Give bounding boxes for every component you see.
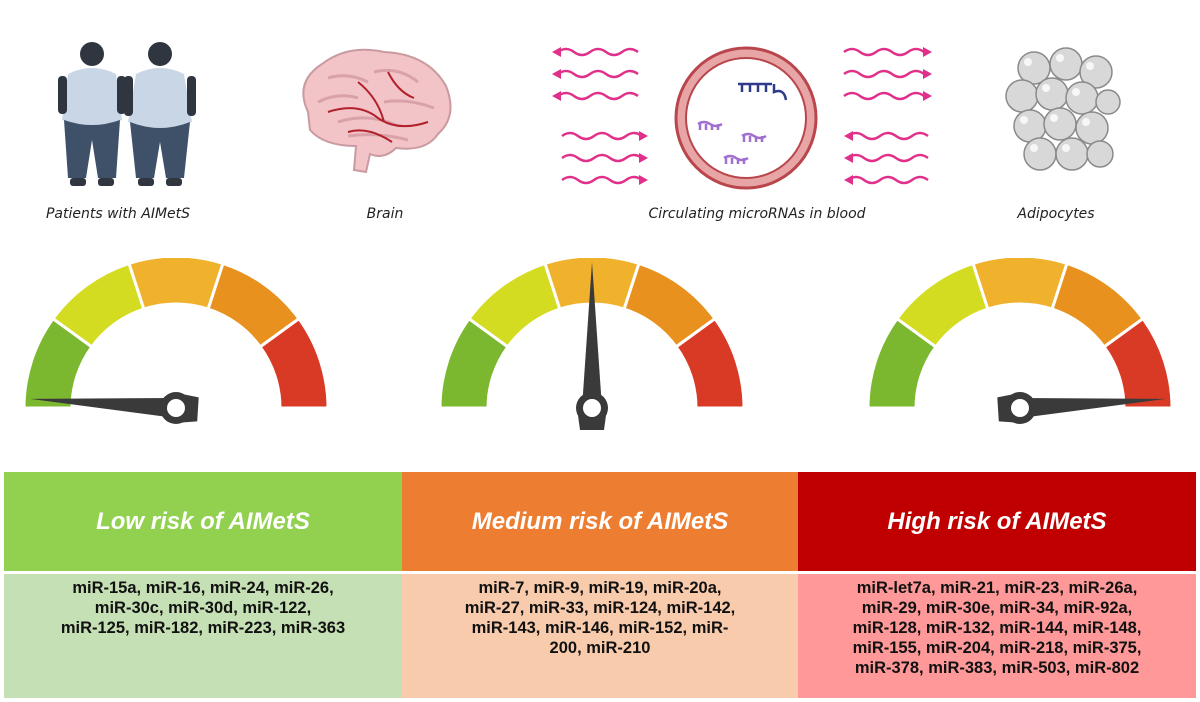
caption-patients: Patients with AIMetS [45,206,191,222]
adipocytes-illustration [1005,47,1121,171]
gauge-segment [674,316,746,410]
gauge-needle [582,262,602,408]
gauge-segment [971,258,1069,311]
brain-illustration [302,48,452,174]
high-risk-header: High risk of AIMetS [798,472,1196,571]
medium-risk-mirna-list: miR-7, miR-9, miR-19, miR-20a, miR-27, m… [402,574,798,698]
gauge-segment [127,258,225,311]
low-risk-mirna-list: miR-15a, miR-16, miR-24, miR-26, miR-30c… [4,574,402,698]
medium-risk-header: Medium risk of AIMetS [402,472,798,571]
caption-blood: Circulating microRNAs in blood [648,206,866,222]
mirna-line: miR-29, miR-30e, miR-34, miR-92a, [861,599,1133,617]
mirna-line: miR-27, miR-33, miR-124, miR-142, [464,599,736,617]
low-risk-header: Low risk of AIMetS [4,472,402,571]
caption-adipocytes: Adipocytes [1017,206,1095,222]
gauge-needle [30,398,177,418]
mirna-line: miR-7, miR-9, miR-19, miR-20a, [478,579,722,597]
caption-brain: Brain [366,206,404,222]
gauge-low [22,258,330,424]
mirna-line: miR-15a, miR-16, miR-24, miR-26, [72,579,334,597]
mirna-line: miR-125, miR-182, miR-223, miR-363 [60,619,346,637]
gauge-medium [438,258,746,430]
gauge-needle [1019,398,1166,418]
gauge-segment [258,316,330,410]
gauge-high [866,258,1174,424]
circulating-mirna-illustration [552,46,932,190]
gauge-hub-center [1011,399,1029,417]
mirna-line: 200, miR-210 [549,639,651,657]
mirna-line: miR-let7a, miR-21, miR-23, miR-26a, [856,579,1138,597]
patients-illustration [58,42,196,186]
gauge-hub-center [583,399,601,417]
mirna-line: miR-30c, miR-30d, miR-122, [94,599,312,617]
person-icon [58,42,126,186]
mirna-line: miR-143, miR-146, miR-152, miR- [471,619,729,637]
mirna-line: miR-155, miR-204, miR-218, miR-375, [852,639,1142,657]
gauge-segment [1102,316,1174,410]
mirna-line: miR-378, miR-383, miR-503, miR-802 [854,659,1140,677]
high-risk-title: High risk of AIMetS [887,507,1107,535]
high-risk-mirna-list: miR-let7a, miR-21, miR-23, miR-26a, miR-… [798,574,1196,698]
medium-risk-title: Medium risk of AIMetS [471,507,729,535]
mirna-line: miR-128, miR-132, miR-144, miR-148, [852,619,1142,637]
person-icon [124,42,196,186]
gauge-hub-center [167,399,185,417]
low-risk-title: Low risk of AIMetS [96,507,310,535]
